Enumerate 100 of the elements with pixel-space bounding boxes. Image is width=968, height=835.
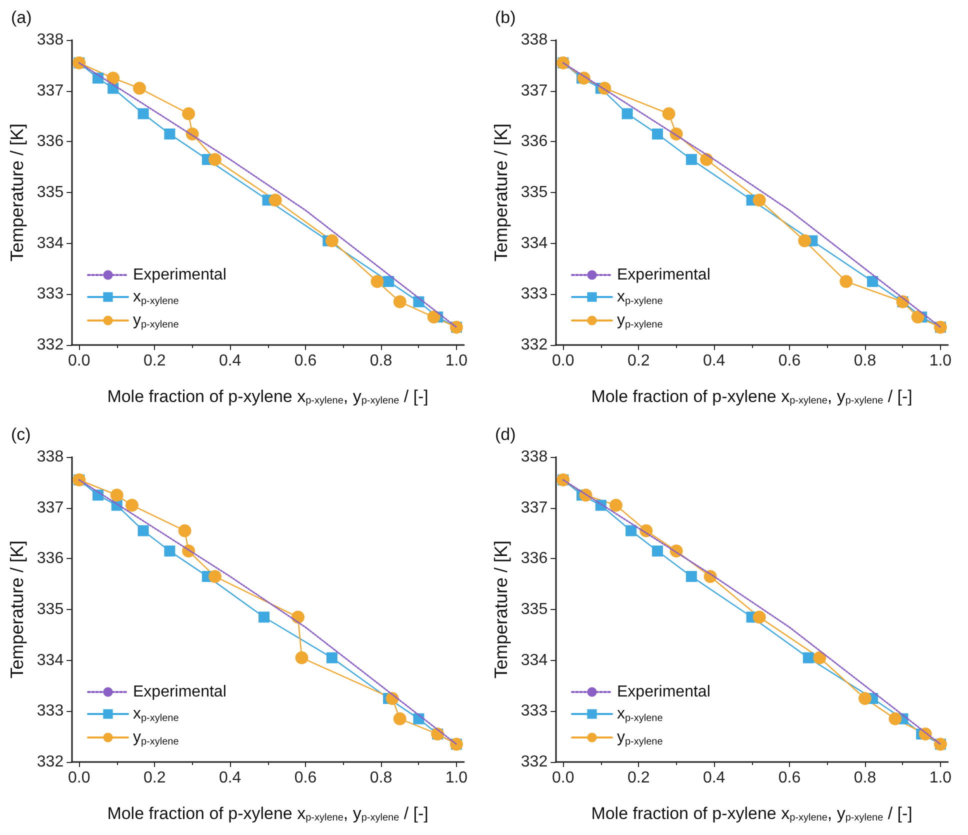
point <box>295 651 308 664</box>
point <box>700 152 714 166</box>
point <box>686 154 697 165</box>
y-tick-label: 338 <box>36 32 64 48</box>
point <box>858 692 872 705</box>
y-tick-label: 335 <box>520 184 548 201</box>
y-tick-label: 333 <box>36 286 64 303</box>
point <box>752 610 766 624</box>
y-tick-label: 334 <box>520 652 548 669</box>
point <box>686 570 697 582</box>
x-tick-label: 0.4 <box>702 352 726 370</box>
y-tick-label: 338 <box>520 448 548 466</box>
point <box>325 234 338 248</box>
y-tick-label: 334 <box>36 652 64 669</box>
y-tick-label: 333 <box>36 702 64 720</box>
point <box>802 652 814 664</box>
y-tick-label: 332 <box>36 754 64 770</box>
point <box>427 310 440 324</box>
y-tick-label: 334 <box>36 234 64 252</box>
y-tick-label: 333 <box>520 702 548 720</box>
point <box>813 651 826 664</box>
x-tick-label: 0.6 <box>294 770 317 786</box>
chart-title: (c) <box>11 425 31 444</box>
y-tick-label: 336 <box>520 550 548 568</box>
point <box>138 108 149 120</box>
legend-label: Experimental <box>133 684 226 700</box>
x-tick-label: 1.0 <box>445 770 468 786</box>
y-axis-title: Temperature / [K] <box>491 123 511 262</box>
y-tick-label: 336 <box>36 550 64 568</box>
point <box>626 525 637 536</box>
y-tick-label: 337 <box>36 499 64 516</box>
y-tick-label: 338 <box>36 448 64 466</box>
legend-label: Experimental <box>617 684 710 700</box>
point <box>393 712 406 726</box>
point <box>208 570 222 583</box>
point <box>182 107 196 120</box>
point <box>178 524 192 538</box>
x-tick-label: 0.2 <box>627 352 650 370</box>
point <box>164 546 176 557</box>
x-tick-label: 1.0 <box>929 770 952 786</box>
point <box>326 652 338 664</box>
x-tick-label: 0.4 <box>218 770 242 786</box>
chart-title: (a) <box>11 8 32 27</box>
point <box>110 488 124 502</box>
point <box>138 525 149 536</box>
point <box>662 107 676 120</box>
y-tick-label: 336 <box>36 133 64 150</box>
x-tick-label: 1.0 <box>445 352 468 370</box>
x-tick-label: 0.2 <box>143 352 166 370</box>
legend-label: Experimental <box>133 266 226 284</box>
y-tick-label: 335 <box>520 601 548 618</box>
point <box>752 194 766 207</box>
y-axis-title: Temperature / [K] <box>491 540 511 679</box>
y-tick-label: 337 <box>520 499 548 516</box>
point <box>383 276 394 287</box>
x-tick-label: 0.0 <box>68 352 90 370</box>
y-tick-label: 332 <box>520 336 548 354</box>
point <box>208 152 222 166</box>
x-tick-label: 0.0 <box>552 352 574 370</box>
legend-label: Experimental <box>617 266 710 284</box>
x-tick-label: 0.2 <box>143 770 166 786</box>
x-tick-label: 0.6 <box>778 770 801 786</box>
x-tick-label: 0.6 <box>294 352 317 370</box>
point <box>609 498 622 512</box>
point <box>393 295 406 308</box>
y-tick-label: 335 <box>36 184 64 201</box>
x-tick-label: 0.6 <box>778 352 801 370</box>
y-tick-label: 335 <box>36 601 64 618</box>
x-tick-label: 0.0 <box>68 770 90 786</box>
point <box>652 546 663 557</box>
x-tick-label: 0.4 <box>702 770 726 786</box>
x-tick-label: 0.8 <box>854 352 876 370</box>
point <box>840 274 853 288</box>
point <box>888 712 902 726</box>
chart-title: (d) <box>495 425 516 444</box>
y-tick-label: 336 <box>520 133 548 150</box>
x-tick-label: 0.2 <box>627 770 650 786</box>
y-tick-label: 337 <box>36 82 64 100</box>
x-tick-label: 0.8 <box>370 352 392 370</box>
y-axis-title: Temperature / [K] <box>7 540 27 679</box>
x-tick-label: 0.4 <box>218 352 242 370</box>
point <box>370 274 384 288</box>
point <box>133 82 146 95</box>
y-tick-label: 338 <box>520 32 548 48</box>
point <box>798 234 812 248</box>
x-tick-label: 1.0 <box>929 352 952 370</box>
y-tick-label: 332 <box>36 336 64 354</box>
y-tick-label: 333 <box>520 286 548 303</box>
point <box>268 194 282 207</box>
point <box>125 498 138 512</box>
y-tick-label: 334 <box>520 234 548 252</box>
y-tick-label: 337 <box>520 82 548 100</box>
x-tick-label: 0.8 <box>370 770 392 786</box>
y-tick-label: 332 <box>520 754 548 770</box>
point <box>652 128 663 140</box>
y-axis-title: Temperature / [K] <box>7 123 27 262</box>
chart-title: (b) <box>495 8 516 27</box>
point <box>258 612 270 623</box>
x-tick-label: 0.8 <box>854 770 876 786</box>
point <box>911 310 924 324</box>
